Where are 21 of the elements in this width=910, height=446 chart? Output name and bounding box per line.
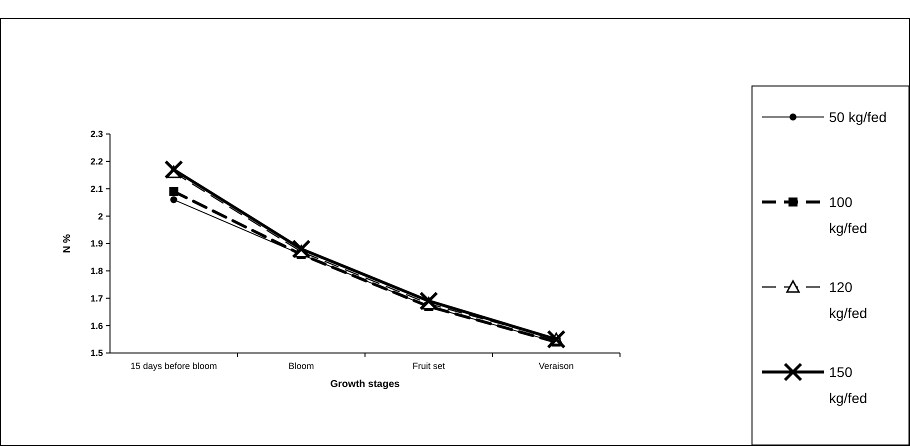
x-tick-label: Fruit set: [412, 361, 446, 371]
y-tick-label: 2.1: [90, 184, 103, 194]
x-tick-label: 15 days before bloom: [130, 361, 218, 371]
y-tick-label: 2: [98, 211, 103, 222]
x-tick-label: Bloom: [288, 361, 314, 371]
y-tick-label: 1.7: [90, 293, 103, 304]
legend-label: 120 kg/fed: [829, 278, 868, 321]
point: [164, 160, 184, 180]
x-tick-label: Veraison: [538, 361, 574, 371]
x-axis-title: Growth stages: [330, 379, 400, 390]
point: [169, 186, 178, 196]
legend-label: 100 kg/fed: [829, 194, 868, 236]
legend-label: 50 kg/fed: [829, 108, 887, 125]
y-axis-title: N %: [62, 234, 73, 253]
y-tick-label: 1.6: [90, 320, 103, 331]
legend-label: 150 kg/fed: [829, 364, 868, 406]
y-tick-label: 1.5: [90, 348, 103, 358]
y-tick-label: 2.2: [90, 156, 103, 167]
y-tick-label: 1.9: [90, 238, 103, 249]
y-tick-label: 1.8: [90, 266, 103, 276]
y-tick-label: 2.3: [90, 129, 103, 140]
